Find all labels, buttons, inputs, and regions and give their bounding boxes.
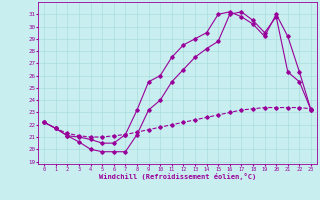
X-axis label: Windchill (Refroidissement éolien,°C): Windchill (Refroidissement éolien,°C) [99, 173, 256, 180]
